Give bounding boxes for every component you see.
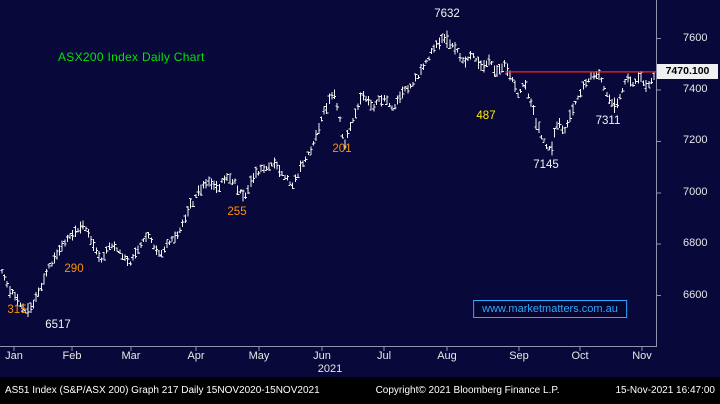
x-axis-month-label: Feb [62, 350, 82, 362]
ohlc-bars [1, 30, 655, 317]
x-axis-month-label: Jan [5, 350, 23, 362]
y-axis-label: 7000 [683, 185, 708, 198]
x-axis-month-label: May [248, 350, 270, 362]
last-price-label: 7470.100 [657, 63, 718, 79]
x-axis-month-label: Apr [187, 350, 205, 362]
chart-annotation: 201 [332, 143, 352, 155]
x-axis-month-label: Mar [121, 350, 141, 362]
chart-annotation: 315 [7, 304, 27, 316]
axis-frame [0, 0, 661, 351]
price-series-svg [0, 0, 661, 351]
x-axis-year-label: 2021 [317, 363, 343, 375]
chart-title: ASX200 Index Daily Chart [58, 50, 205, 64]
chart-plot-area[interactable]: ASX200 Index Daily Chart www.marketmatte… [0, 0, 661, 351]
x-axis-month-label: Nov [632, 350, 652, 362]
x-axis-month-label: Sep [509, 350, 529, 362]
y-axis-label: 7600 [683, 31, 708, 44]
x-axis-month-label: Oct [571, 350, 589, 362]
y-axis: 7470.100 7600 7400 7200 7000 6800 6600 [656, 0, 720, 347]
y-axis-label: 6600 [683, 288, 708, 301]
chart-annotation: 255 [227, 206, 247, 218]
status-left: AS51 Index (S&P/ASX 200) Graph 217 Daily… [5, 385, 320, 396]
chart-annotation: 7311 [595, 115, 621, 127]
status-center: Copyright© 2021 Bloomberg Finance L.P. [375, 385, 560, 396]
y-axis-label: 6800 [683, 237, 708, 250]
x-axis: 2021 Jan Feb Mar Apr May Jun Jul Aug Sep Oct Nov [0, 347, 656, 377]
chart-annotation: 7145 [533, 159, 559, 171]
x-axis-month-label: Aug [437, 350, 457, 362]
watermark-link[interactable]: www.marketmatters.com.au [473, 300, 627, 318]
status-bar: AS51 Index (S&P/ASX 200) Graph 217 Daily… [0, 377, 720, 404]
y-axis-label: 7200 [683, 134, 708, 147]
x-axis-month-label: Jul [376, 350, 392, 362]
ohlc-open-close-ticks [0, 33, 656, 314]
chart-annotation: 290 [64, 263, 84, 275]
chart-annotation: 487 [476, 110, 496, 122]
x-axis-month-label: Jun [313, 350, 331, 362]
chart-annotation: 7632 [434, 8, 460, 20]
y-axis-label: 7400 [683, 82, 708, 95]
status-right: 15-Nov-2021 16:47:00 [615, 385, 715, 396]
chart-annotation: 6517 [45, 319, 71, 331]
